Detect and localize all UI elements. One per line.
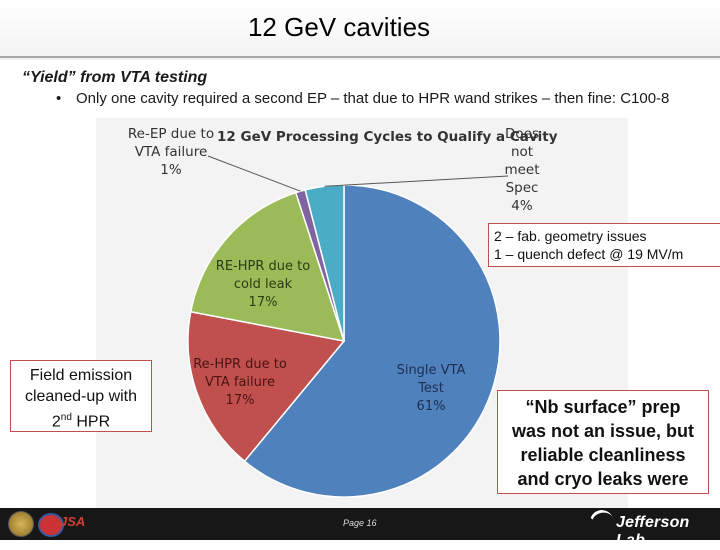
slice-label-line: 4%	[511, 198, 533, 214]
slice-label-line: 17%	[225, 393, 255, 408]
field-emission-line: Field emission	[29, 367, 133, 384]
field-emission-ordinal: nd	[60, 412, 72, 423]
slice-label-line: Re-HPR due to	[193, 357, 287, 372]
slice-label-line: 1%	[160, 162, 182, 178]
slice-label-re-ep: Re-EP due to VTA failure 1%	[124, 125, 218, 179]
field-emission-callout: Field emission cleaned-up with 2nd HPR	[10, 360, 152, 432]
pie-slice-re-hpr-vta	[187, 310, 346, 463]
pie-slice-single-vta	[243, 184, 501, 498]
slice-label-line: Spec	[505, 180, 539, 196]
slice-label-line: not	[510, 144, 534, 160]
bullet-item: • Only one cavity required a second EP – …	[56, 90, 669, 107]
leader-line-not-meet-spec	[324, 175, 509, 187]
pie-chart	[187, 155, 509, 498]
pie-slice-re-hpr-cold-leak	[189, 191, 346, 342]
bullet-marker: •	[56, 90, 62, 107]
slice-label-re-hpr-vta: Re-HPR due to VTA failure 17%	[190, 356, 290, 410]
field-emission-rest: HPR	[71, 413, 111, 431]
slice-label-line: Single VTA Test	[396, 363, 466, 396]
slide-subtitle: “Yield” from VTA testing	[22, 69, 208, 86]
jefferson-lab-logo: Jefferson Lab	[616, 514, 690, 549]
slice-label-line: cold leak	[233, 277, 293, 292]
slice-label-line: Does	[505, 126, 539, 142]
field-emission-number: 2	[51, 413, 61, 431]
slice-label-line: 61%	[416, 399, 446, 414]
field-emission-line: 2nd HPR	[11, 407, 151, 432]
doe-seal-logo	[8, 511, 34, 537]
jsa-emblem-logo	[38, 513, 64, 537]
bullet-text: Only one cavity required a second EP – t…	[76, 90, 670, 107]
slice-label-re-hpr-cold-leak: RE-HPR due to cold leak 17%	[210, 258, 316, 312]
nb-surface-line: was not an issue, but	[511, 421, 695, 441]
title-band	[0, 0, 720, 60]
geometry-issues-callout: 2 – fab. geometry issues 1 – quench defe…	[488, 223, 720, 267]
slice-label-line: VTA failure	[205, 375, 275, 390]
geometry-callout-line: 1 – quench defect @ 19 MV/m	[494, 246, 684, 262]
leader-line-re-ep	[207, 155, 301, 192]
nb-surface-line: “Nb surface” prep	[525, 397, 681, 417]
field-emission-line: cleaned-up with	[24, 388, 138, 405]
slice-label-line: RE-HPR due to	[215, 259, 311, 274]
geometry-callout-line: 2 – fab. geometry issues	[494, 228, 647, 244]
slice-label-line: meet	[504, 162, 540, 178]
slice-label-not-meet-spec: Does not meet Spec 4%	[498, 125, 546, 215]
slice-label-line: 17%	[248, 295, 278, 310]
slide-title: 12 GeV cavities	[247, 12, 431, 42]
nb-surface-line: and cryo leaks were	[517, 469, 689, 489]
jsa-logo-text: JSA	[60, 514, 86, 529]
chart-title: 12 GeV Processing Cycles to Qualify a Ca…	[217, 129, 558, 145]
page-number: Page 16	[343, 518, 377, 528]
nb-surface-callout: “Nb surface” prep was not an issue, but …	[497, 390, 709, 494]
slice-label-single-vta: Single VTA Test 61%	[388, 362, 474, 416]
footer-bar	[0, 508, 720, 540]
nb-surface-line: reliable cleanliness	[520, 445, 686, 465]
slice-label-line: VTA failure	[134, 144, 208, 160]
title-divider	[0, 56, 720, 58]
slice-label-line: Re-EP due to	[127, 126, 215, 142]
